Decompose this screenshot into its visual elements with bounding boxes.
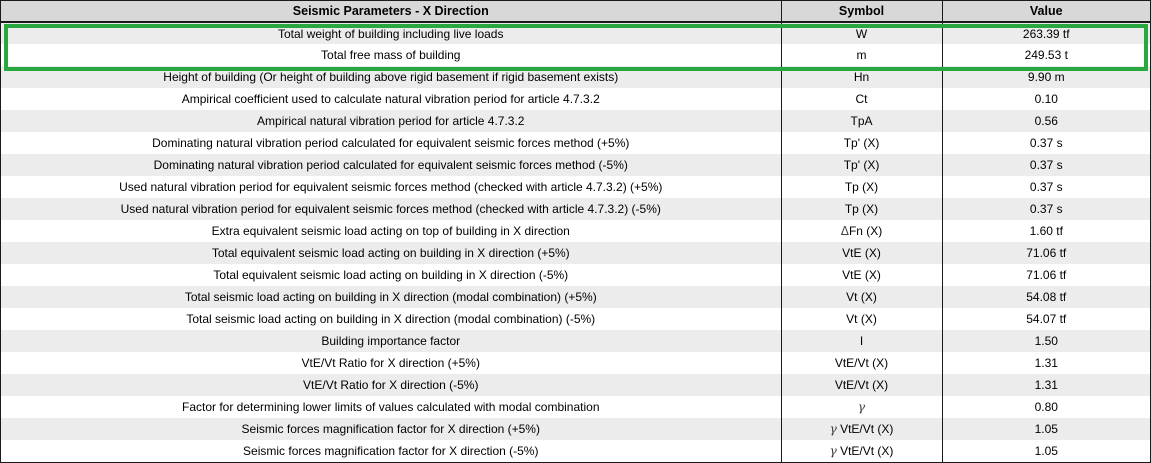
parameter-value: 1.50 (941, 330, 1150, 352)
parameter-symbol: Tp (X) (780, 198, 942, 220)
table-row: Total seismic load acting on building in… (1, 308, 1150, 330)
table-row: Total equivalent seismic load acting on … (1, 242, 1150, 264)
parameter-description: Building importance factor (1, 330, 781, 352)
parameter-value: 71.06 tf (941, 242, 1150, 264)
gamma-symbol: γ (829, 444, 837, 458)
parameter-description: Height of building (Or height of buildin… (1, 66, 781, 88)
parameter-value: 0.37 s (941, 154, 1150, 176)
table-title: Seismic Parameters - X Direction (1, 1, 781, 23)
parameter-symbol: γ VtE/Vt (X) (780, 418, 942, 440)
parameter-value: 263.39 tf (941, 22, 1150, 44)
parameter-symbol: ΔFn (X) (780, 220, 942, 242)
table-row: Total free mass of building m 249.53 t (1, 44, 1150, 66)
parameter-description: Total weight of building including live … (1, 22, 781, 44)
parameter-description: Total equivalent seismic load acting on … (1, 264, 781, 286)
parameter-value: 71.06 tf (941, 264, 1150, 286)
parameter-value: 0.37 s (941, 198, 1150, 220)
table-row: Seismic forces magnification factor for … (1, 440, 1150, 462)
parameter-symbol: Tp' (X) (780, 154, 942, 176)
table-row: Dominating natural vibration period calc… (1, 132, 1150, 154)
parameter-symbol: Tp (X) (780, 176, 942, 198)
parameter-symbol: Vt (X) (780, 286, 942, 308)
parameter-value: 9.90 m (941, 66, 1150, 88)
parameter-value: 249.53 t (941, 44, 1150, 66)
parameter-description: Used natural vibration period for equiva… (1, 176, 781, 198)
parameter-value: 0.37 s (941, 132, 1150, 154)
parameter-symbol: I (780, 330, 942, 352)
parameter-description: Used natural vibration period for equiva… (1, 198, 781, 220)
parameter-value: 0.10 (941, 88, 1150, 110)
parameter-description: Seismic forces magnification factor for … (1, 440, 781, 462)
parameter-symbol: VtE/Vt (X) (780, 374, 942, 396)
parameter-symbol: γ VtE/Vt (X) (780, 440, 942, 462)
table-row: Used natural vibration period for equiva… (1, 176, 1150, 198)
table-row: VtE/Vt Ratio for X direction (+5%) VtE/Vt… (1, 352, 1150, 374)
parameter-description: VtE/Vt Ratio for X direction (+5%) (1, 352, 781, 374)
table-row: Dominating natural vibration period calc… (1, 154, 1150, 176)
parameter-description: Extra equivalent seismic load acting on … (1, 220, 781, 242)
table-row: Seismic forces magnification factor for … (1, 418, 1150, 440)
table-row: Extra equivalent seismic load acting on … (1, 220, 1150, 242)
parameter-value: 1.05 (941, 418, 1150, 440)
delta-symbol: Δ (840, 224, 849, 238)
parameter-value: 1.05 (941, 440, 1150, 462)
table-row: Height of building (Or height of buildin… (1, 66, 1150, 88)
parameter-description: Total equivalent seismic load acting on … (1, 242, 781, 264)
table-row: Factor for determining lower limits of v… (1, 396, 1150, 418)
parameter-description: Ampirical natural vibration period for a… (1, 110, 781, 132)
parameter-symbol: Vt (X) (780, 308, 942, 330)
parameter-description: Total seismic load acting on building in… (1, 286, 781, 308)
table-body: Total weight of building including live … (1, 22, 1150, 462)
parameter-value: 1.60 tf (941, 220, 1150, 242)
parameter-description: Dominating natural vibration period calc… (1, 154, 781, 176)
table-row: Total weight of building including live … (1, 22, 1150, 44)
parameter-symbol: Hn (780, 66, 942, 88)
column-header-value: Value (941, 1, 1150, 23)
parameter-symbol: VtE (X) (780, 242, 942, 264)
parameter-symbol: VtE (X) (780, 264, 942, 286)
parameter-symbol: m (780, 44, 942, 66)
parameter-symbol: TpA (780, 110, 942, 132)
table-row: Total equivalent seismic load acting on … (1, 264, 1150, 286)
parameter-symbol: γ (780, 396, 942, 418)
parameter-value: 0.80 (941, 396, 1150, 418)
parameter-value: 0.56 (941, 110, 1150, 132)
parameter-description: Ampirical coefficient used to calculate … (1, 88, 781, 110)
parameter-value: 1.31 (941, 352, 1150, 374)
parameter-description: Seismic forces magnification factor for … (1, 418, 781, 440)
table-row: Total seismic load acting on building in… (1, 286, 1150, 308)
gamma-symbol: γ (857, 400, 866, 414)
table-row: Used natural vibration period for equiva… (1, 198, 1150, 220)
parameter-symbol: Tp' (X) (780, 132, 942, 154)
gamma-symbol: γ (829, 422, 837, 436)
parameter-description: Total seismic load acting on building in… (1, 308, 781, 330)
parameter-value: 54.08 tf (941, 286, 1150, 308)
parameter-symbol: VtE/Vt (X) (780, 352, 942, 374)
table-header-row: Seismic Parameters - X Direction Symbol … (1, 1, 1150, 23)
parameter-value: 0.37 s (941, 176, 1150, 198)
table-row: Building importance factor I 1.50 (1, 330, 1150, 352)
table-row: VtE/Vt Ratio for X direction (-5%) VtE/Vt… (1, 374, 1150, 396)
parameter-description: Dominating natural vibration period calc… (1, 132, 781, 154)
parameter-description: Total free mass of building (1, 44, 781, 66)
column-header-symbol: Symbol (780, 1, 942, 23)
parameter-symbol: Ct (780, 88, 942, 110)
parameter-value: 1.31 (941, 374, 1150, 396)
parameter-symbol: W (780, 22, 942, 44)
parameter-description: VtE/Vt Ratio for X direction (-5%) (1, 374, 781, 396)
parameter-description: Factor for determining lower limits of v… (1, 396, 781, 418)
table-row: Ampirical natural vibration period for a… (1, 110, 1150, 132)
parameter-value: 54.07 tf (941, 308, 1150, 330)
table-row: Ampirical coefficient used to calculate … (1, 88, 1150, 110)
